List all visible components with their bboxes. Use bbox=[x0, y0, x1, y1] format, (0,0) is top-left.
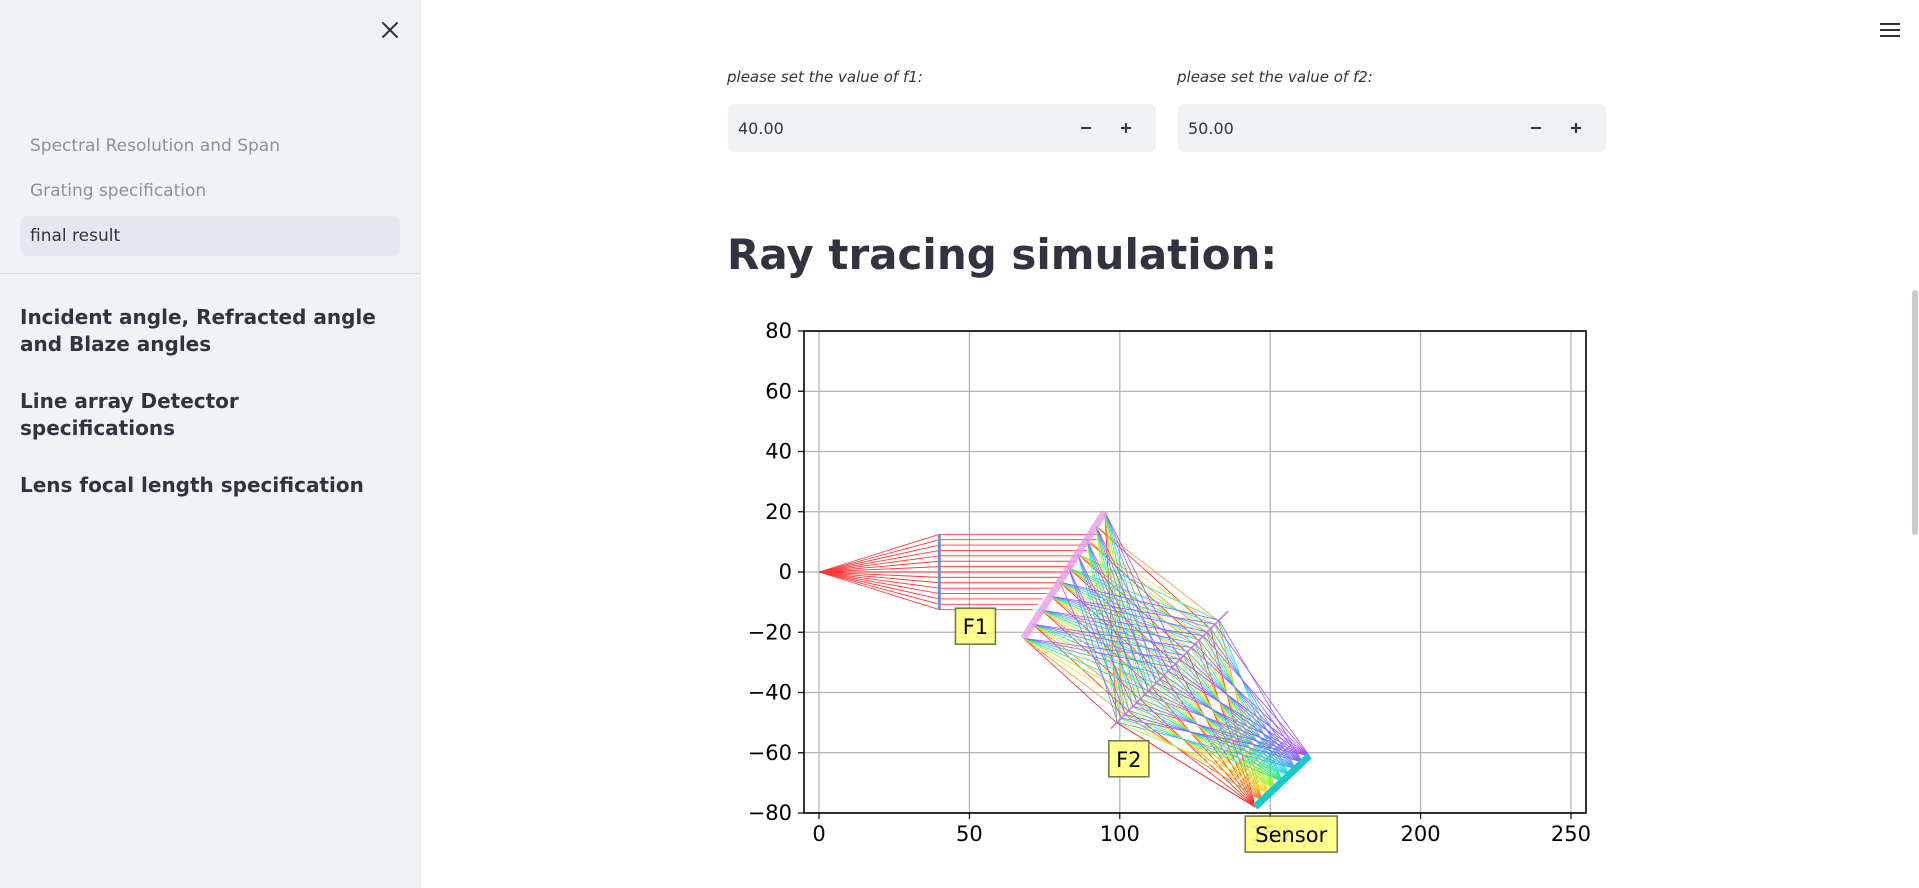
y-tick-label: 20 bbox=[765, 500, 792, 524]
annotation-box bbox=[1108, 739, 1150, 778]
x-tick-label: 100 bbox=[1100, 822, 1140, 846]
y-tick-label: 80 bbox=[765, 319, 792, 343]
minus-icon bbox=[1081, 127, 1091, 129]
ray-group bbox=[818, 511, 1310, 808]
ray-incident bbox=[818, 571, 1043, 600]
annotation-label: F2 bbox=[1116, 748, 1141, 772]
sidebar-divider bbox=[0, 273, 420, 274]
sensor bbox=[1252, 753, 1312, 810]
annotation-box bbox=[1244, 815, 1339, 853]
plus-icon bbox=[1121, 123, 1131, 133]
scrollbar-thumb[interactable] bbox=[1912, 290, 1918, 535]
nav-item-grating-specification[interactable]: Grating specification bbox=[30, 181, 207, 201]
y-tick-label: 40 bbox=[765, 440, 792, 464]
minus-icon bbox=[1531, 127, 1541, 129]
ray-dispersed bbox=[1077, 553, 1263, 801]
x-tick-label: 250 bbox=[1551, 822, 1591, 846]
f1-label: please set the value of f1: bbox=[727, 68, 923, 86]
ray-dispersed bbox=[1068, 567, 1270, 795]
grating bbox=[1020, 509, 1108, 641]
f1-number-input bbox=[728, 104, 1156, 152]
y-tick-label: −20 bbox=[748, 620, 792, 644]
ray-incident bbox=[819, 566, 1073, 573]
table-of-contents: Incident angle, Refracted angle and Blaz… bbox=[20, 304, 380, 529]
f2-number-input bbox=[1178, 104, 1606, 152]
y-tick-label: −80 bbox=[748, 801, 792, 825]
main-menu-button[interactable] bbox=[1876, 16, 1904, 44]
f1-increment-button[interactable] bbox=[1108, 108, 1144, 148]
y-tick-label: 60 bbox=[765, 379, 792, 403]
hamburger-icon bbox=[1880, 23, 1900, 37]
y-tick-label: −60 bbox=[748, 741, 792, 765]
x-tick-label: 200 bbox=[1401, 822, 1441, 846]
lens-2 bbox=[1110, 610, 1229, 730]
nav-item-spectral-resolution[interactable]: Spectral Resolution and Span bbox=[30, 136, 280, 156]
page-nav: Spectral Resolution and Span Grating spe… bbox=[20, 126, 400, 261]
toc-item-detector[interactable]: Line array Detector specifications bbox=[20, 389, 239, 440]
toc-item-lens[interactable]: Lens focal length specification bbox=[20, 473, 364, 497]
nav-item-final-result[interactable]: final result bbox=[20, 216, 400, 256]
f2-input[interactable] bbox=[1178, 104, 1518, 152]
f2-label: please set the value of f2: bbox=[1177, 68, 1373, 86]
toc-item-angles[interactable]: Incident angle, Refracted angle and Blaz… bbox=[20, 305, 376, 356]
annotation-box bbox=[954, 607, 997, 646]
y-tick-label: 0 bbox=[779, 560, 792, 584]
f1-input[interactable] bbox=[728, 104, 1068, 152]
section-title: Ray tracing simulation: bbox=[727, 230, 1278, 279]
annotation-label: Sensor bbox=[1255, 823, 1327, 847]
ray-incident bbox=[818, 555, 1082, 573]
close-sidebar-button[interactable] bbox=[376, 16, 404, 44]
f1-decrement-button[interactable] bbox=[1068, 108, 1104, 148]
ray-tracing-chart: 050100150200250806040200−20−40−60−80F1F2… bbox=[748, 319, 1591, 853]
close-icon bbox=[382, 22, 398, 38]
f2-decrement-button[interactable] bbox=[1518, 108, 1554, 148]
sidebar: Spectral Resolution and Span Grating spe… bbox=[0, 0, 421, 888]
y-tick-label: −40 bbox=[748, 681, 792, 705]
plus-icon bbox=[1571, 123, 1581, 133]
x-tick-label: 0 bbox=[812, 822, 825, 846]
annotation-label: F1 bbox=[963, 615, 988, 639]
x-tick-label: 50 bbox=[956, 822, 983, 846]
f2-increment-button[interactable] bbox=[1558, 108, 1594, 148]
